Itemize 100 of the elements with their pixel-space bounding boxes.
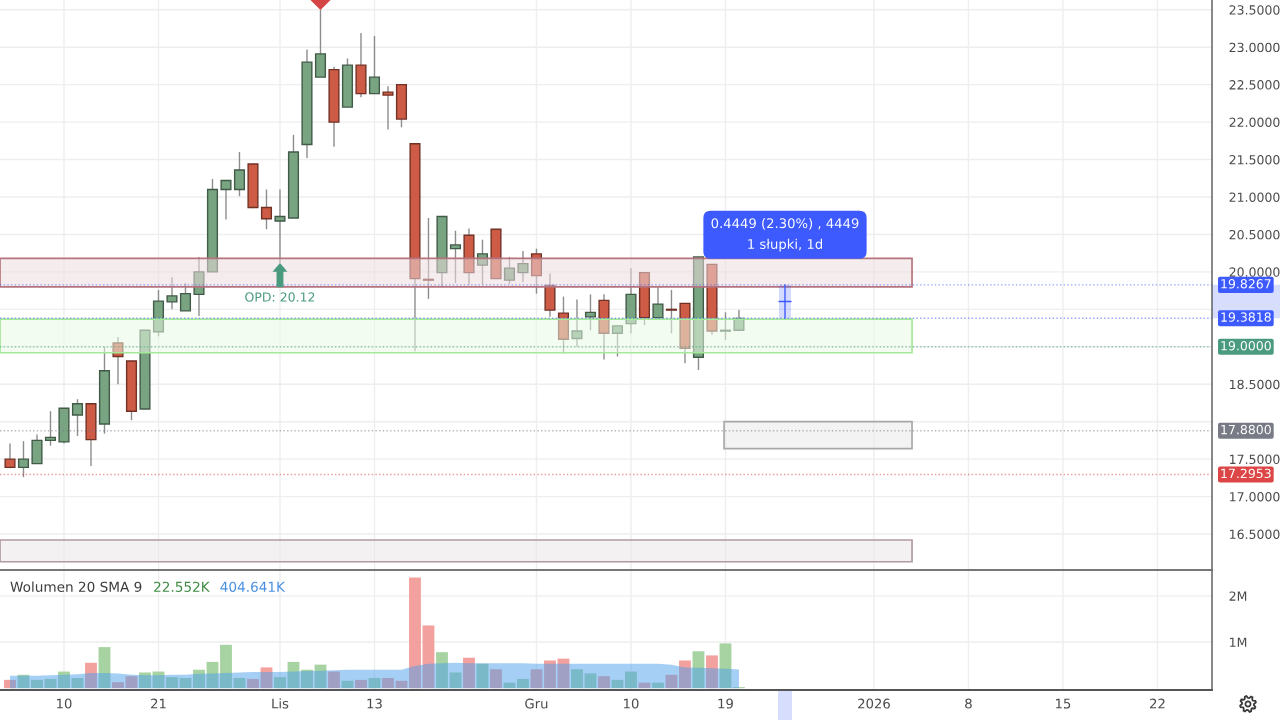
bar <box>314 664 327 689</box>
candlestick <box>179 282 192 312</box>
bar <box>17 674 30 689</box>
annotation: 22.552K <box>154 581 210 592</box>
y-tick-label: 17.5000 <box>1230 454 1280 465</box>
x-tick-label: 2026 <box>858 698 890 709</box>
x-tick-label: 21 <box>151 698 166 709</box>
bar <box>274 677 286 689</box>
x-tick-label: 10 <box>624 698 639 709</box>
bar <box>260 667 273 689</box>
y-tick-label: 18.5000 <box>1230 379 1280 390</box>
bar <box>193 669 205 689</box>
bar <box>71 678 84 689</box>
candlestick <box>31 433 43 465</box>
bar <box>571 669 583 689</box>
candlestick <box>503 256 516 285</box>
x-tick-label: 8 <box>965 698 972 709</box>
y-tick-label: 20.5000 <box>1229 229 1280 240</box>
bar <box>98 647 111 689</box>
text: Wolumen 20 SMA 9 <box>10 581 142 592</box>
bar <box>557 658 570 689</box>
x-tick-label: 22 <box>1150 698 1165 709</box>
candlestick <box>71 398 84 437</box>
bar <box>206 661 219 689</box>
ref-line-label: 17.2953 <box>1221 468 1271 479</box>
candlestick <box>476 238 489 286</box>
bar <box>233 678 246 689</box>
bar <box>530 669 543 689</box>
bar <box>287 661 300 689</box>
x-tick-label: Gru <box>525 698 548 709</box>
x-tick-label: 10 <box>57 698 72 709</box>
bar <box>436 652 448 689</box>
bar <box>125 676 138 689</box>
candlestick <box>368 35 381 95</box>
x-tick-label: 19 <box>718 698 733 709</box>
candlestick <box>382 85 394 131</box>
y-tick-label: 22.5000 <box>1229 80 1280 90</box>
bar <box>301 669 313 689</box>
bar <box>166 677 178 689</box>
bar <box>584 673 597 689</box>
annotation: 0.4449 (2.30%) , 4449 1 słupki, 1d <box>711 217 859 252</box>
y-tick-label: 23.5000 <box>1229 5 1280 15</box>
bar <box>679 660 691 689</box>
bar <box>490 669 502 689</box>
bar <box>409 577 421 689</box>
candlestick <box>220 179 232 221</box>
annotation: OPD: 20.12 <box>245 292 315 302</box>
candlestick <box>166 276 178 311</box>
bar <box>328 671 340 689</box>
ref-line-label: 19.8267 <box>1221 279 1271 289</box>
candlestick <box>4 442 16 469</box>
candlestick <box>733 309 745 332</box>
bar <box>625 671 637 689</box>
bar <box>85 662 97 689</box>
candlestick <box>260 188 273 230</box>
bar <box>544 660 556 689</box>
x-tick-label: Lis <box>272 698 289 709</box>
bar <box>719 643 732 689</box>
y-tick-label: 1M <box>1230 637 1247 647</box>
bar <box>517 678 529 689</box>
annotation: 404.641K <box>220 581 286 592</box>
y-tick-label: 2M <box>1229 591 1247 601</box>
bar <box>692 651 705 689</box>
candlestick <box>233 151 246 197</box>
bar <box>31 679 43 689</box>
bar <box>665 674 678 689</box>
bar <box>44 678 57 689</box>
ref-line-label: 19.0000 <box>1221 340 1271 351</box>
candlestick <box>571 298 583 348</box>
bar <box>652 682 664 689</box>
y-tick-label: 17.0000 <box>1230 492 1280 502</box>
candlestick <box>44 410 57 447</box>
candlestick <box>112 336 124 385</box>
y-tick-label: 22.0000 <box>1229 117 1280 128</box>
bar <box>598 676 610 689</box>
candlestick <box>665 289 678 335</box>
bar <box>382 678 394 689</box>
candlestick <box>584 293 597 332</box>
candlestick <box>193 256 205 317</box>
bar <box>463 657 475 689</box>
bar <box>368 678 381 689</box>
candlestick <box>611 325 624 358</box>
candlestick <box>314 9 327 78</box>
bar <box>4 679 16 689</box>
bar <box>247 678 259 689</box>
candlestick <box>719 311 732 341</box>
candlestick <box>517 250 529 283</box>
y-tick-label: 21.0000 <box>1229 192 1280 202</box>
bar <box>220 644 232 689</box>
ref-line-label: 19.3818 <box>1221 312 1271 322</box>
bar <box>355 679 367 689</box>
y-tick-label: 20.0000 <box>1229 267 1280 277</box>
candlestick <box>652 286 664 321</box>
candlestick <box>449 230 462 284</box>
y-tick-label: 23.0000 <box>1229 42 1280 53</box>
bar <box>476 663 489 689</box>
bar <box>449 672 462 689</box>
ref-line-label: 17.8800 <box>1221 424 1271 435</box>
bar <box>422 625 435 689</box>
candlestick <box>530 247 543 295</box>
